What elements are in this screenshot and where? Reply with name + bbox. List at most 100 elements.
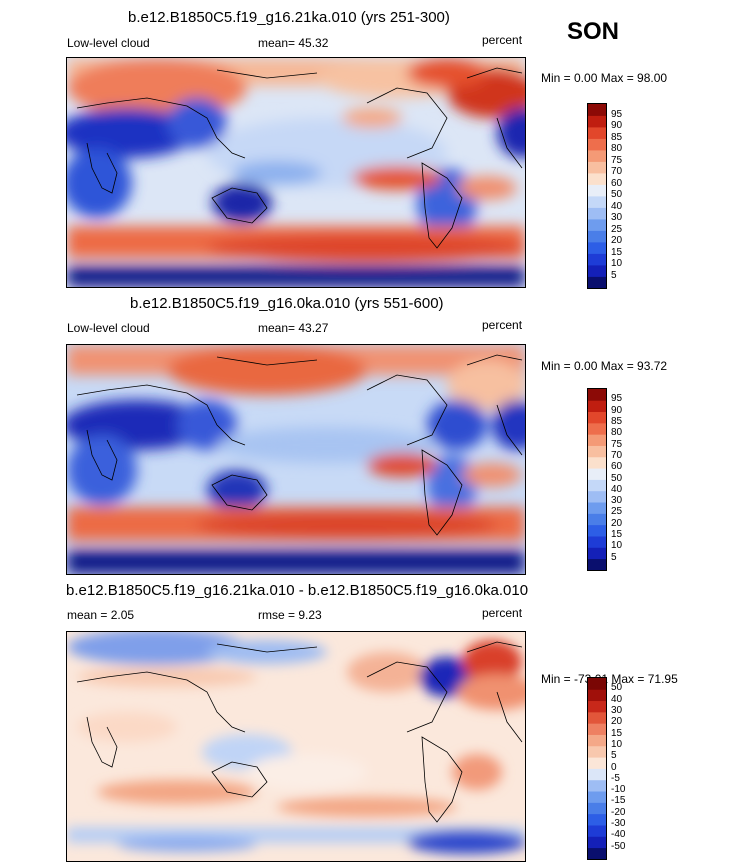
colorbar-tick-label: 5 — [611, 750, 617, 762]
colorbar-swatch — [588, 490, 606, 503]
panel-3-title: b.e12.B1850C5.f19_g16.21ka.010 - b.e12.B… — [66, 582, 529, 599]
panel-2-colorbar-swatches — [588, 389, 606, 571]
colorbar-tick-label: 25 — [611, 506, 623, 518]
colorbar-tick-label: 60 — [611, 177, 623, 189]
colorbar-tick-label: 5 — [611, 269, 617, 281]
colorbar-swatch — [588, 745, 606, 758]
colorbar-swatch — [588, 161, 606, 174]
colorbar-swatch — [588, 127, 606, 139]
colorbar-tick-label: 40 — [611, 200, 623, 212]
panel-2-mean-label: mean= 43.27 — [258, 321, 329, 335]
colorbar-tick-label: -20 — [611, 806, 626, 818]
colorbar-swatch — [588, 150, 606, 162]
colorbar-swatch — [588, 689, 606, 702]
colorbar-tick-label: 20 — [611, 716, 623, 728]
colorbar-swatch — [588, 536, 606, 548]
colorbar-tick-label: 15 — [611, 529, 623, 541]
colorbar-tick-label: 15 — [611, 246, 623, 258]
colorbar-swatch — [588, 779, 606, 792]
colorbar-tick-label: 5 — [611, 551, 617, 563]
colorbar-swatch — [588, 219, 606, 231]
colorbar-tick-label: 10 — [611, 540, 623, 552]
colorbar-swatch — [588, 138, 606, 151]
colorbar-tick-label: 40 — [611, 693, 623, 705]
colorbar-tick-label: 20 — [611, 517, 623, 529]
colorbar-swatch — [588, 547, 606, 560]
colorbar-tick-label: 15 — [611, 727, 623, 739]
colorbar-swatch — [588, 173, 606, 185]
colorbar-swatch — [588, 184, 606, 197]
season-label: SON — [567, 18, 620, 45]
colorbar-swatch — [588, 757, 606, 769]
panel-1-map — [66, 57, 526, 288]
colorbar-swatch — [588, 265, 606, 277]
colorbar-swatch — [588, 734, 606, 747]
colorbar-tick-label: 50 — [611, 682, 623, 694]
colorbar-tick-label: 50 — [611, 189, 623, 200]
panel-1-title: b.e12.B1850C5.f19_g16.21ka.010 (yrs 251-… — [128, 9, 450, 26]
colorbar-tick-label: 50 — [611, 472, 623, 484]
panel-3-units-label: percent — [482, 606, 523, 620]
colorbar-tick-label: 70 — [611, 449, 623, 461]
colorbar-swatch — [588, 276, 606, 289]
colorbar-swatch — [588, 434, 606, 446]
colorbar-swatch — [588, 825, 606, 837]
colorbar-swatch — [588, 700, 606, 713]
colorbar-swatch — [588, 678, 606, 690]
colorbar-swatch — [588, 230, 606, 243]
colorbar-swatch — [588, 836, 606, 849]
colorbar-swatch — [588, 196, 606, 208]
panel-2-minmax-label: Min = 0.00 Max = 93.72 — [541, 359, 668, 373]
panel-3-colorbar-frame — [587, 677, 607, 860]
panel-1-colorbar-frame — [587, 103, 607, 289]
colorbar-swatch — [588, 524, 606, 537]
colorbar-tick-label: 75 — [611, 154, 623, 166]
colorbar-swatch — [588, 253, 606, 266]
colorbar-tick-label: 0 — [611, 761, 617, 773]
colorbar-swatch — [588, 411, 606, 424]
colorbar-tick-label: 10 — [611, 258, 623, 269]
colorbar-swatch — [588, 813, 606, 826]
colorbar-swatch — [588, 502, 606, 514]
colorbar-swatch — [588, 513, 606, 526]
panel-3-minmax-label: Min = -73.01 Max = 71.95 — [541, 672, 678, 686]
colorbar-tick-label: 40 — [611, 483, 623, 495]
colorbar-swatch — [588, 445, 606, 458]
colorbar-swatch — [588, 723, 606, 735]
panel-3-mean-label: mean = 2.05 — [67, 608, 135, 622]
colorbar-swatch — [588, 479, 606, 492]
panel-3-map — [66, 631, 526, 862]
panel-1-minmax-label: Min = 0.00 Max = 98.00 — [541, 71, 668, 85]
panel-3-rmse-label: rmse = 9.23 — [258, 608, 322, 622]
colorbar-swatch — [588, 422, 606, 435]
colorbar-tick-label: 95 — [611, 108, 623, 120]
colorbar-tick-label: 10 — [611, 738, 623, 750]
colorbar-tick-label: -5 — [611, 772, 620, 784]
colorbar-swatch — [588, 468, 606, 480]
colorbar-tick-label: -10 — [611, 784, 626, 796]
colorbar-swatch — [588, 802, 606, 815]
panel-1-colorbar-swatches — [588, 104, 606, 289]
colorbar-swatch — [588, 768, 606, 781]
colorbar-tick-label: 25 — [611, 223, 623, 235]
colorbar-tick-label: 60 — [611, 461, 623, 473]
colorbar-tick-label: -30 — [611, 818, 626, 830]
colorbar-tick-label: 85 — [611, 415, 623, 427]
colorbar-tick-label: 80 — [611, 427, 623, 439]
panel-1-units-label: percent — [482, 33, 523, 47]
colorbar-tick-label: 75 — [611, 438, 623, 450]
panel-3-colorbar-swatches — [588, 678, 606, 860]
colorbar-tick-label: 90 — [611, 120, 623, 131]
colorbar-tick-label: 70 — [611, 166, 623, 177]
panel-2-title: b.e12.B1850C5.f19_g16.0ka.010 (yrs 551-6… — [130, 295, 444, 312]
colorbar-swatch — [588, 207, 606, 220]
colorbar-swatch — [588, 242, 606, 254]
panel-2-map — [66, 344, 526, 575]
colorbar-swatch — [588, 847, 606, 860]
colorbar-swatch — [588, 389, 606, 401]
panel-1-mean-label: mean= 45.32 — [258, 36, 329, 50]
colorbar-swatch — [588, 104, 606, 116]
colorbar-tick-label: 90 — [611, 404, 623, 416]
colorbar-tick-label: 80 — [611, 143, 623, 154]
colorbar-tick-label: -15 — [611, 795, 626, 807]
